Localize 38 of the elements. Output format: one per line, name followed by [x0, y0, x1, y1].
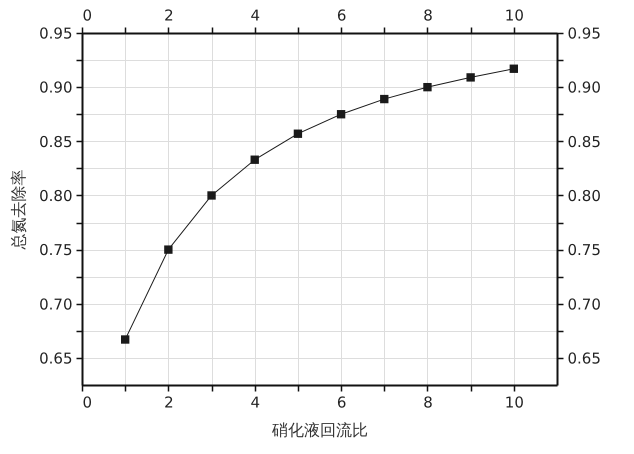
y-tick-label: 0.65	[39, 349, 72, 368]
x2-tick-label: 2	[164, 6, 174, 24]
y2-tick-label: 0.65	[568, 349, 601, 368]
y2-tick-label: 0.90	[568, 78, 601, 97]
y2-tick-label: 0.75	[568, 241, 601, 260]
x-tick-label: 0	[82, 394, 92, 412]
y-tick-label: 0.70	[39, 295, 72, 314]
point	[423, 82, 432, 92]
x2-tick-label: 0	[82, 6, 92, 24]
point	[294, 130, 302, 138]
x-axis-title: 硝化液回流比	[271, 420, 368, 440]
y-tick-label: 0.95	[39, 24, 72, 42]
point	[250, 156, 259, 164]
y-tick-label: 0.85	[39, 132, 72, 151]
point	[121, 335, 130, 344]
y-tick-label: 0.80	[39, 186, 72, 205]
y2-tick-label: 0.85	[568, 132, 601, 151]
x2-tick-label: 8	[423, 6, 433, 24]
y-tick-label: 0.75	[39, 241, 72, 260]
y2-tick-label: 0.80	[568, 186, 601, 205]
x-tick-label: 10	[504, 394, 524, 412]
x2-tick-label: 10	[504, 6, 524, 24]
y2-tick-label: 0.70	[568, 295, 601, 314]
point	[336, 110, 346, 118]
point	[510, 64, 518, 73]
point	[466, 73, 475, 82]
x-tick-label: 8	[423, 394, 433, 412]
y-axis-title: 总氮去除率	[9, 170, 28, 250]
x2-tick-label: 4	[250, 6, 260, 24]
y-tick-label: 0.90	[39, 78, 72, 97]
point	[207, 191, 216, 200]
y2-tick-label: 0.95	[568, 24, 601, 42]
x-tick-label: 4	[250, 394, 260, 412]
point	[380, 94, 388, 104]
x-tick-label: 2	[164, 394, 174, 412]
point	[164, 245, 173, 254]
x-tick-label: 6	[336, 394, 346, 412]
x2-tick-label: 6	[336, 6, 346, 24]
